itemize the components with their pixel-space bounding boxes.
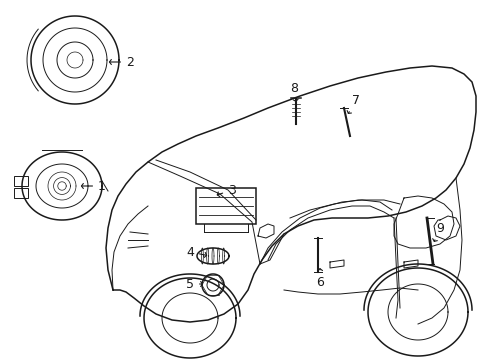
- Bar: [196, 188, 256, 224]
- Text: 8: 8: [290, 81, 298, 101]
- Text: 2: 2: [109, 55, 134, 68]
- Text: 7: 7: [347, 94, 360, 113]
- Text: 3: 3: [217, 184, 236, 197]
- Text: 4: 4: [186, 246, 207, 258]
- Bar: [14, 176, 28, 186]
- Text: 9: 9: [433, 221, 444, 241]
- Text: 1: 1: [81, 180, 106, 193]
- Text: 6: 6: [316, 269, 324, 288]
- Text: 5: 5: [186, 278, 202, 291]
- Bar: [14, 188, 28, 198]
